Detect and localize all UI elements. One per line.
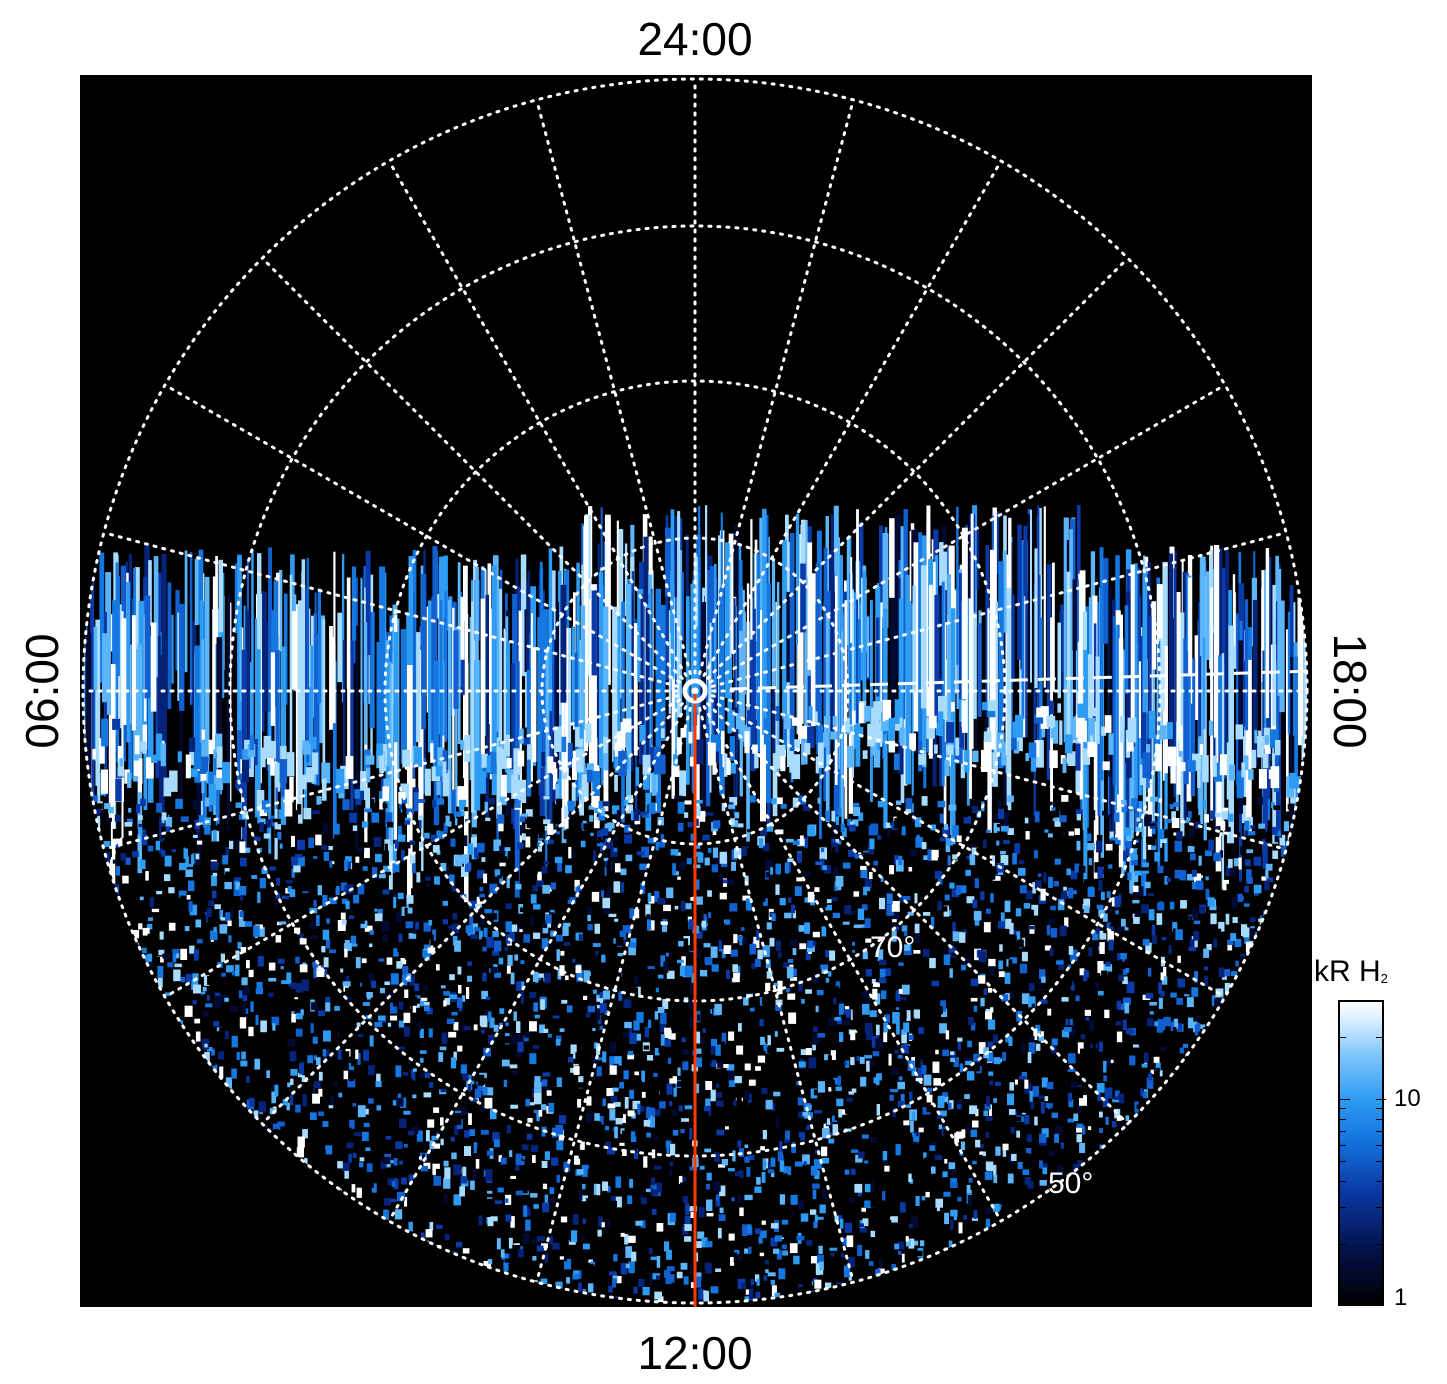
- meridian-line: [102, 689, 697, 851]
- meridian-line: [693, 256, 1130, 693]
- dusk-dashed-line: [729, 669, 1312, 691]
- colorbar-tick-10: 10: [1394, 1085, 1421, 1112]
- meridian-line: [693, 689, 1227, 999]
- colorbar-minor-tick: [1340, 1000, 1346, 1001]
- polar-auroral-map: 70° 50°: [81, 77, 1312, 1307]
- colorbar-minor-tick: [1376, 1181, 1382, 1183]
- meridian-line: [260, 256, 697, 693]
- colorbar-minor-tick: [1340, 1036, 1346, 1038]
- pole-marker: [682, 678, 708, 704]
- meridian-line: [693, 689, 1003, 1223]
- colorbar-minor-tick: [1376, 1144, 1382, 1146]
- colorbar-minor-tick: [1340, 1098, 1350, 1100]
- colorbar-minor-tick: [1376, 1108, 1382, 1110]
- meridian-line: [387, 159, 697, 693]
- colorbar: [1338, 1000, 1384, 1306]
- colorbar-minor-tick: [1376, 1161, 1382, 1163]
- colorbar-minor-tick: [1376, 1000, 1382, 1001]
- colorbar-minor-tick: [1340, 1161, 1346, 1163]
- meridian-line: [387, 689, 697, 1223]
- colorbar-minor-tick: [1376, 1036, 1382, 1038]
- meridian-line: [693, 383, 1227, 693]
- colorbar-minor-tick: [1340, 1118, 1346, 1120]
- colorbar-minor-tick: [1376, 1118, 1382, 1120]
- meridian-line: [693, 531, 1288, 693]
- colorbar-minor-tick: [1340, 1243, 1346, 1245]
- colorbar-minor-tick: [1376, 1243, 1382, 1245]
- colorbar-minor-tick: [1340, 1181, 1346, 1183]
- latitude-circle: [81, 77, 1309, 1305]
- meridian-line: [102, 531, 697, 693]
- meridian-line: [163, 689, 697, 999]
- local-time-label-midnight: 24:00: [637, 13, 753, 65]
- colorbar-minor-tick: [1376, 1130, 1382, 1132]
- meridian-line: [535, 689, 697, 1284]
- meridian-line: [535, 98, 697, 693]
- colorbar-minor-tick: [1340, 1144, 1346, 1146]
- meridian-line: [260, 689, 697, 1126]
- colorbar-minor-tick: [1340, 1130, 1346, 1132]
- colorbar-minor-tick: [1340, 1207, 1346, 1209]
- latitude-label-70: 70°: [870, 931, 915, 964]
- colorbar-tick-1: 1: [1394, 1284, 1408, 1311]
- local-time-label-dusk: 18:00: [1324, 633, 1376, 749]
- meridian-line: [693, 689, 1288, 851]
- colorbar-minor-tick: [1340, 1108, 1346, 1110]
- colorbar-minor-tick: [1376, 1207, 1382, 1209]
- colorbar-minor-tick: [1376, 1098, 1386, 1100]
- local-time-label-noon: 12:00: [637, 1327, 753, 1379]
- meridian-line: [693, 159, 1003, 693]
- colorbar-title: kR H2: [1314, 955, 1388, 988]
- latitude-label-50: 50°: [1048, 1167, 1093, 1200]
- meridian-line: [693, 689, 855, 1284]
- meridian-line: [163, 383, 697, 693]
- local-time-label-dawn: 06:00: [16, 633, 68, 749]
- meridian-line: [693, 689, 1130, 1126]
- meridian-line: [693, 98, 855, 693]
